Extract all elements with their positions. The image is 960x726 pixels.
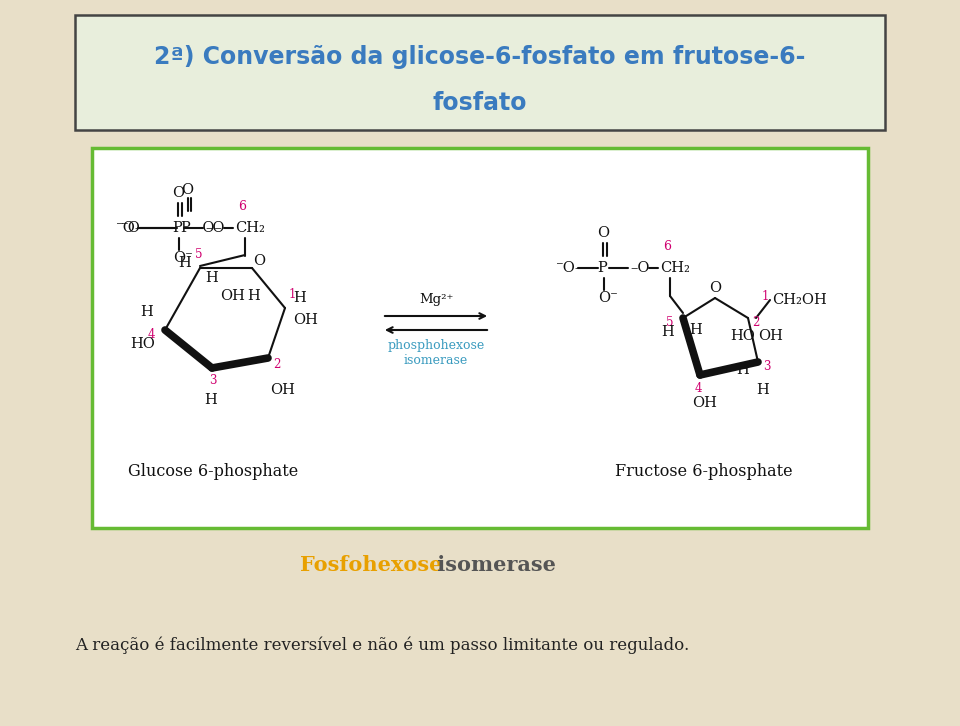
Text: H: H <box>689 323 702 337</box>
Text: H: H <box>661 325 674 339</box>
Text: 2ª) Conversão da glicose-6-fosfato em frutose-6-: 2ª) Conversão da glicose-6-fosfato em fr… <box>155 45 805 69</box>
Text: ⁻O–: ⁻O– <box>555 261 583 275</box>
Text: 4: 4 <box>695 383 703 396</box>
Text: O: O <box>253 254 265 268</box>
Text: H: H <box>247 289 260 303</box>
Text: O: O <box>181 183 193 197</box>
Text: P: P <box>180 221 190 235</box>
Text: HO: HO <box>130 337 155 351</box>
Text: O⁻: O⁻ <box>598 291 618 305</box>
Text: –O–: –O– <box>205 221 232 235</box>
Text: OH: OH <box>270 383 295 397</box>
Text: –O–: –O– <box>195 221 222 235</box>
Text: 2: 2 <box>273 357 280 370</box>
Text: ⁻O: ⁻O <box>120 221 140 235</box>
Text: A reação é facilmente reversível e não é um passo limitante ou regulado.: A reação é facilmente reversível e não é… <box>75 636 689 653</box>
Text: CH₂: CH₂ <box>660 261 690 275</box>
Text: 2: 2 <box>752 316 759 328</box>
Text: Fosfohexose: Fosfohexose <box>300 555 443 575</box>
Text: O⁻: O⁻ <box>173 251 193 265</box>
Text: isomerase: isomerase <box>430 555 556 575</box>
Text: Fructose 6-phosphate: Fructose 6-phosphate <box>615 463 793 481</box>
Text: CH₂: CH₂ <box>235 221 265 235</box>
Text: isomerase: isomerase <box>404 354 468 367</box>
Text: OH: OH <box>692 396 717 410</box>
Text: 5: 5 <box>666 317 674 330</box>
Text: O: O <box>597 226 610 240</box>
Text: H: H <box>293 291 305 305</box>
Text: 1: 1 <box>289 287 297 301</box>
Text: –O–: –O– <box>630 261 657 275</box>
Text: H: H <box>204 393 217 407</box>
Text: P: P <box>597 261 607 275</box>
Bar <box>75 15 885 130</box>
Text: 3: 3 <box>763 359 771 372</box>
Text: 6: 6 <box>663 240 671 253</box>
Text: O: O <box>172 186 184 200</box>
Text: P: P <box>172 221 181 235</box>
Text: CH₂OH: CH₂OH <box>772 293 827 307</box>
Text: 3: 3 <box>209 373 217 386</box>
Bar <box>92 148 868 528</box>
Text: 4: 4 <box>148 328 156 341</box>
Text: ⁻O–: ⁻O– <box>115 221 142 235</box>
Text: OH: OH <box>758 329 782 343</box>
Text: Glucose 6-phosphate: Glucose 6-phosphate <box>128 463 299 481</box>
Text: phosphohexose: phosphohexose <box>388 340 485 353</box>
Text: 6: 6 <box>238 200 246 213</box>
Text: Mg²⁺: Mg²⁺ <box>419 293 453 306</box>
Text: OH: OH <box>220 289 245 303</box>
Text: H: H <box>756 383 769 397</box>
Text: 1: 1 <box>762 290 769 303</box>
Text: fosfato: fosfato <box>433 91 527 115</box>
Text: H: H <box>140 305 153 319</box>
Text: 5: 5 <box>195 248 203 261</box>
Text: HO: HO <box>730 329 755 343</box>
Text: OH: OH <box>293 313 318 327</box>
Text: H: H <box>178 256 191 270</box>
Text: H: H <box>736 363 749 377</box>
Text: H: H <box>205 271 218 285</box>
Text: O: O <box>709 281 721 295</box>
